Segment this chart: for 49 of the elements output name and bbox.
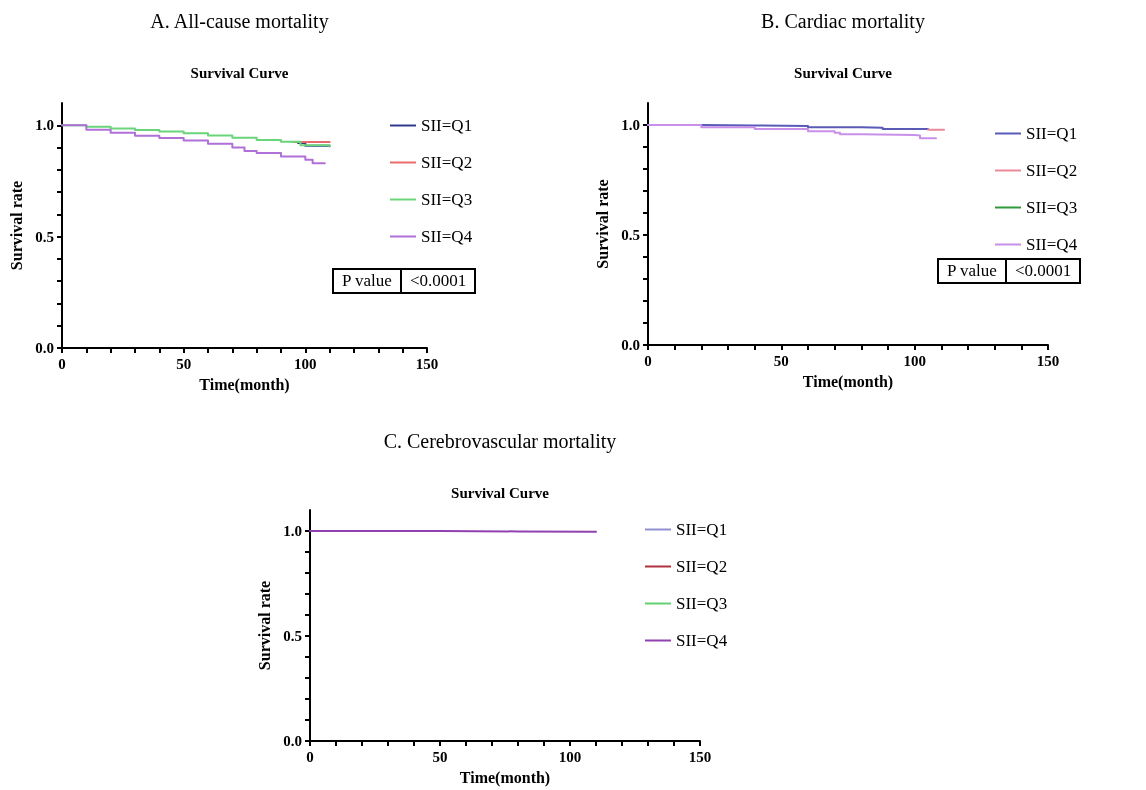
y-tick-label: 0.5 bbox=[621, 227, 640, 243]
y-tick-label: 0.0 bbox=[621, 337, 640, 353]
legend-label: SII=Q2 bbox=[421, 153, 473, 172]
chart-subtitle: Survival Curve bbox=[451, 484, 550, 501]
legend-label: SII=Q1 bbox=[421, 116, 473, 135]
x-tick-label: 150 bbox=[1036, 352, 1060, 369]
legend-label: SII=Q1 bbox=[1026, 124, 1078, 143]
x-tick-label: 100 bbox=[903, 352, 926, 369]
x-axis-title: Time(month) bbox=[459, 768, 551, 787]
x-tick-label: 50 bbox=[432, 748, 448, 765]
legend-label: SII=Q3 bbox=[1026, 198, 1078, 217]
x-tick-label: 50 bbox=[176, 355, 192, 372]
chart-subtitle: Survival Curve bbox=[794, 64, 893, 81]
legend-label: SII=Q3 bbox=[421, 190, 473, 209]
y-tick-label: 0.5 bbox=[283, 628, 302, 644]
legend-label: SII=Q3 bbox=[676, 594, 728, 613]
y-tick-label: 1.0 bbox=[283, 523, 302, 539]
x-axis-title: Time(month) bbox=[199, 375, 290, 394]
legend-label: SII=Q1 bbox=[676, 520, 728, 539]
x-tick-label: 0 bbox=[58, 355, 66, 372]
x-tick-label: 50 bbox=[773, 352, 789, 369]
legend-label: SII=Q4 bbox=[421, 227, 473, 246]
y-tick-label: 1.0 bbox=[35, 117, 54, 134]
x-tick-label: 100 bbox=[558, 748, 582, 765]
x-tick-label: 150 bbox=[415, 355, 439, 372]
x-tick-label: 0 bbox=[306, 748, 314, 765]
annotation: <0.0001 bbox=[399, 270, 475, 292]
chart-title: C. Cerebrovascular mortality bbox=[383, 430, 617, 453]
x-axis-title: Time(month) bbox=[802, 372, 894, 391]
legend-label: SII=Q2 bbox=[676, 557, 728, 576]
y-axis-title: Survival rate bbox=[7, 180, 25, 271]
y-axis-title: Survival rate bbox=[593, 179, 611, 269]
y-tick-label: 0.0 bbox=[35, 340, 54, 356]
chart-title: A. All-cause mortality bbox=[150, 10, 329, 33]
x-tick-label: 100 bbox=[294, 355, 317, 372]
chart-title: B. Cardiac mortality bbox=[761, 10, 925, 33]
legend-label: SII=Q4 bbox=[1026, 235, 1078, 254]
y-axis-title: Survival rate bbox=[255, 580, 273, 671]
x-tick-label: 150 bbox=[688, 748, 712, 765]
x-tick-label: 0 bbox=[644, 352, 652, 369]
chart-subtitle: Survival Curve bbox=[190, 64, 289, 81]
legend-label: SII=Q2 bbox=[1026, 161, 1078, 180]
y-tick-label: 0.0 bbox=[283, 733, 302, 749]
annotation: P value bbox=[946, 260, 998, 282]
y-tick-label: 1.0 bbox=[621, 117, 640, 133]
annotation: <0.0001 bbox=[1004, 260, 1080, 282]
legend-label: SII=Q4 bbox=[676, 631, 728, 650]
annotation: P value bbox=[341, 270, 393, 292]
y-tick-label: 0.5 bbox=[35, 228, 54, 245]
